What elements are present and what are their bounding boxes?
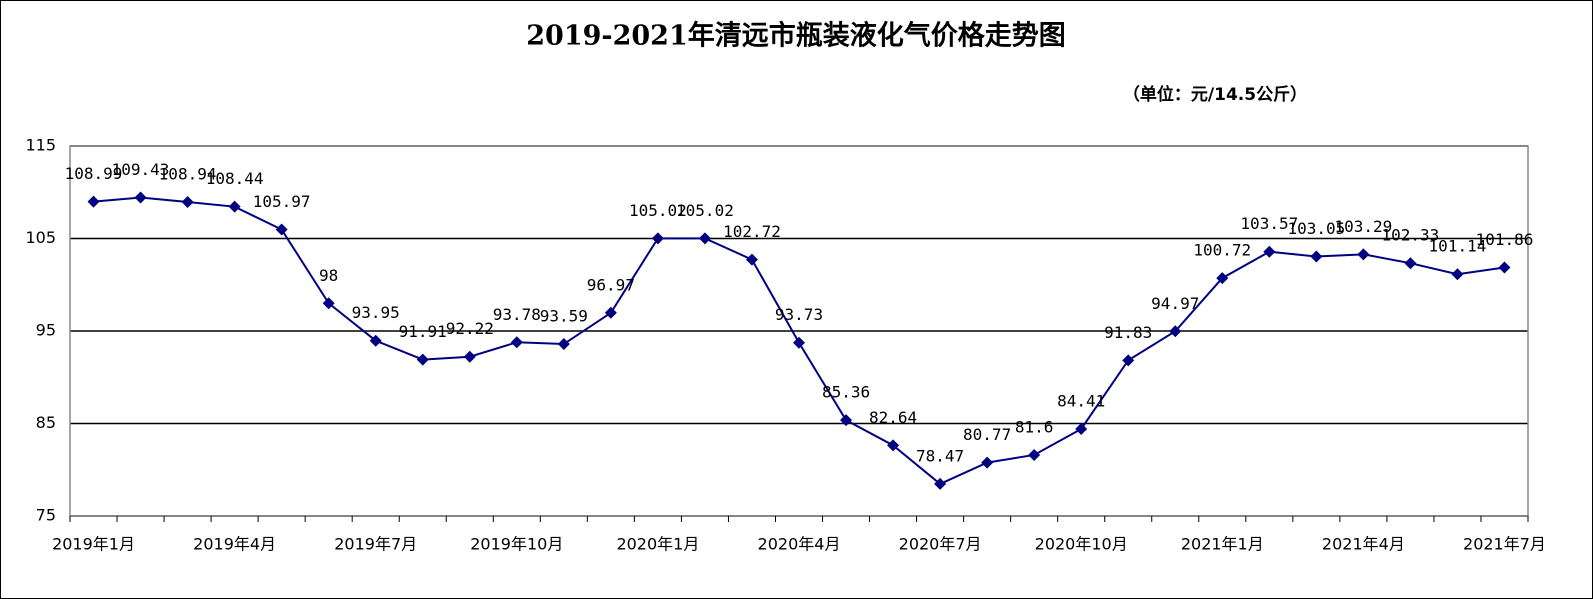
data-label: 102.72 [723, 222, 781, 241]
data-label: 78.47 [916, 446, 964, 465]
marker [698, 232, 711, 245]
data-label: 105.02 [629, 201, 687, 220]
y-tick-label: 115 [25, 136, 56, 155]
data-label: 103.29 [1334, 217, 1392, 236]
marker [134, 191, 147, 204]
marker [1122, 354, 1135, 367]
x-tick-label: 2020年1月 [616, 535, 699, 554]
data-label: 98 [319, 266, 338, 285]
marker [840, 414, 853, 427]
chart-title: 2019-2021年清远市瓶装液化气价格走势图 [526, 20, 1066, 52]
marker [1357, 248, 1370, 261]
marker [745, 253, 758, 266]
marker [934, 477, 947, 490]
data-label: 80.77 [963, 425, 1011, 444]
x-tick-label: 2019年1月 [52, 535, 135, 554]
marker [1263, 245, 1276, 258]
data-label: 91.91 [399, 322, 447, 341]
marker [604, 306, 617, 319]
marker [1028, 448, 1041, 461]
y-tick-label: 105 [25, 228, 56, 247]
data-label: 81.6 [1015, 417, 1054, 436]
x-tick-label: 2021年4月 [1322, 535, 1405, 554]
x-tick-label: 2019年10月 [470, 535, 563, 554]
y-tick-label: 95 [36, 321, 56, 340]
marker [369, 334, 382, 347]
data-label: 102.33 [1382, 226, 1440, 245]
data-label: 85.36 [822, 383, 870, 402]
data-label: 105.02 [676, 201, 734, 220]
data-label: 82.64 [869, 408, 917, 427]
x-tick-label: 2020年10月 [1035, 535, 1128, 554]
x-tick-label: 2020年7月 [899, 535, 982, 554]
y-tick-label: 85 [36, 413, 56, 432]
data-label: 108.44 [206, 169, 264, 188]
marker [275, 223, 288, 236]
data-label: 100.72 [1193, 241, 1251, 260]
x-tick-label: 2019年4月 [193, 535, 276, 554]
data-label: 101.14 [1429, 237, 1487, 256]
data-label: 96.97 [587, 275, 635, 294]
marker [322, 297, 335, 310]
data-label: 84.41 [1057, 391, 1105, 410]
marker [416, 353, 429, 366]
marker [1404, 257, 1417, 270]
marker [1075, 422, 1088, 435]
marker [1451, 268, 1464, 281]
data-label: 93.95 [352, 303, 400, 322]
marker [1216, 272, 1229, 285]
x-tick-label: 2021年7月 [1463, 535, 1546, 554]
marker [510, 336, 523, 349]
data-label: 108.94 [159, 165, 217, 184]
marker [981, 456, 994, 469]
data-label: 93.59 [540, 307, 588, 326]
data-label: 93.78 [493, 305, 541, 324]
data-label: 91.83 [1104, 323, 1152, 342]
data-label: 109.43 [112, 160, 170, 179]
data-label: 93.73 [775, 305, 823, 324]
data-label: 103.57 [1240, 214, 1298, 233]
marker [651, 232, 664, 245]
marker [87, 195, 100, 208]
marker [228, 200, 241, 213]
data-label: 101.86 [1476, 230, 1534, 249]
data-label: 103.05 [1287, 219, 1345, 238]
data-label: 92.22 [446, 319, 494, 338]
data-label: 105.97 [253, 192, 311, 211]
data-label: 108.99 [65, 164, 123, 183]
data-label: 94.97 [1151, 294, 1199, 313]
x-tick-label: 2020年4月 [758, 535, 841, 554]
marker [181, 196, 194, 209]
marker [793, 336, 805, 349]
y-tick-label: 75 [36, 506, 56, 525]
marker [463, 350, 476, 363]
x-tick-label: 2021年1月 [1181, 535, 1264, 554]
marker [557, 338, 570, 351]
plot-border [69, 145, 1529, 517]
marker [1310, 250, 1323, 263]
marker [1498, 261, 1511, 274]
chart-subtitle: （单位：元/14.5公斤） [1123, 84, 1307, 105]
x-tick-label: 2019年7月 [334, 535, 417, 554]
marker [887, 439, 900, 452]
marker [1169, 325, 1182, 338]
